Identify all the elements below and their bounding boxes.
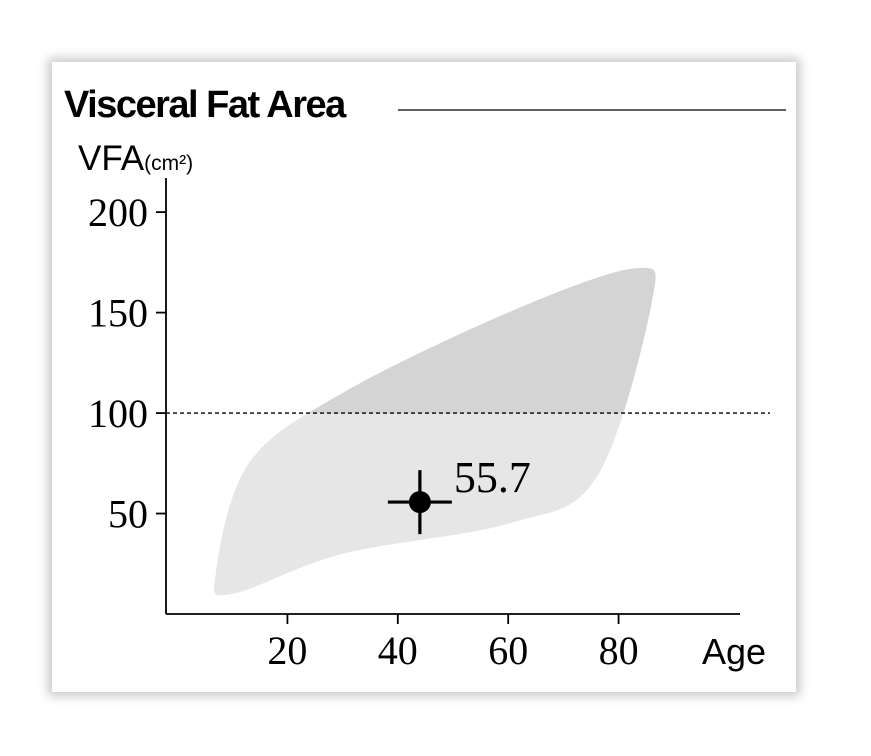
y-axis-label-text: VFA (78, 139, 145, 178)
y-axis-label-unit: (cm²) (144, 152, 193, 175)
x-ticks: 20 40 60 80 (267, 614, 639, 673)
chart-title: Visceral Fat Area (64, 84, 347, 126)
normal-range-band-dark (214, 267, 656, 414)
y-ticks: 50 100 150 200 (88, 190, 166, 537)
y-tick-label: 50 (108, 492, 148, 537)
data-point-value-label: 55.7 (454, 453, 531, 502)
x-axis-label: Age (702, 631, 766, 672)
x-tick-label: 80 (599, 628, 639, 673)
x-tick-label: 40 (378, 628, 418, 673)
normal-range-band (214, 267, 656, 596)
x-tick-label: 60 (488, 628, 528, 673)
y-tick-label: 200 (88, 190, 148, 235)
data-point: 55.7 (387, 453, 531, 535)
y-tick-label: 150 (88, 291, 148, 336)
y-axis-label: VFA(cm²) (78, 139, 193, 178)
x-tick-label: 20 (267, 628, 307, 673)
data-point-marker (408, 491, 431, 514)
y-tick-label: 100 (88, 391, 148, 436)
